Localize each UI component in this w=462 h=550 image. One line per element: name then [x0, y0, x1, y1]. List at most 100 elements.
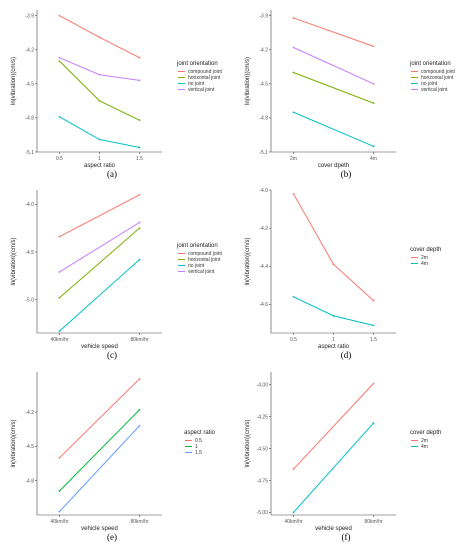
chart-panel: -4.00 -4.25 -4.50 -4.75 -5.00 40km/hr 80km/hr v… [245, 372, 441, 542]
series-line [59, 116, 140, 148]
data-point [292, 111, 295, 114]
legend-title: cover depth [410, 247, 441, 253]
x-tick-label: 4m [370, 156, 377, 162]
legend-title: aspect ratio [184, 430, 216, 436]
data-point [372, 102, 375, 105]
x-tick-label: 0.5 [56, 156, 63, 162]
data-point [98, 73, 101, 76]
data-point [58, 14, 61, 17]
data-point [372, 324, 375, 327]
series-line [59, 259, 140, 332]
legend-item-label: horizontal joint [188, 75, 221, 81]
data-point [58, 60, 61, 63]
y-tick-label: -5.1 [259, 150, 268, 156]
data-point [138, 377, 141, 380]
y-tick-label: -4.8 [25, 116, 34, 122]
chart-panel: -3.9 -4.2 -4.5 -4.8 -5.1 0.5 1 1.5 aspect ratio l… [11, 10, 223, 179]
x-tick-label: 2m [290, 156, 297, 162]
data-point [98, 99, 101, 102]
x-tick-label: 1 [332, 337, 335, 343]
legend-item-label: horizontal joint [188, 257, 221, 263]
data-point [332, 314, 335, 317]
data-point [138, 227, 141, 230]
y-tick-label: -4.50 [257, 446, 269, 452]
legend-item-label: 4m [421, 261, 428, 267]
legend-title: joint orientation [409, 61, 451, 67]
y-tick-label: -4.8 [25, 478, 34, 484]
data-point [292, 17, 295, 19]
data-point [138, 258, 141, 261]
legend-item-label: no joint [421, 81, 438, 87]
data-point [58, 296, 61, 299]
y-tick-label: -4.5 [259, 82, 268, 88]
series-line [59, 409, 140, 492]
panel-label: (a) [107, 169, 117, 179]
series-line [293, 72, 374, 104]
data-point [138, 146, 141, 149]
x-axis-label: vehicle speed [81, 526, 118, 532]
y-tick-label: -4.75 [257, 478, 269, 484]
y-tick-label: -5.00 [257, 510, 269, 516]
series-line [59, 221, 140, 273]
chart-panel: -4.2 -4.5 -4.8 40km/hr 80km/hr vehicle speed l… [11, 372, 216, 542]
series-line [293, 383, 374, 470]
x-tick-label: 80km/hr [130, 519, 148, 525]
series-line [293, 422, 374, 513]
y-tick-label: -4.0 [25, 202, 34, 208]
x-tick-label: 1.5 [136, 156, 143, 162]
y-tick-label: -4.6 [259, 302, 268, 308]
data-point [138, 408, 141, 411]
legend-item-label: vertical joint [188, 269, 215, 275]
data-point [58, 330, 61, 332]
x-tick-label: 80km/hr [130, 337, 148, 343]
data-point [58, 56, 61, 59]
data-point [292, 468, 295, 470]
legend-item-label: 4m [421, 444, 428, 450]
series-line [59, 227, 140, 299]
panel-label: (c) [107, 350, 117, 360]
data-point [372, 145, 375, 148]
data-point [58, 490, 61, 492]
panel-label: (e) [107, 532, 117, 542]
series-line [59, 378, 140, 459]
data-point [292, 71, 295, 74]
x-tick-label: 40km/hr [284, 519, 302, 525]
y-tick-label: -3.9 [259, 13, 268, 19]
data-point [292, 46, 295, 49]
y-tick-label: -4.00 [257, 383, 269, 389]
chart-panel: -3.9 -4.2 -4.5 -4.8 -5.1 2m 4m cover dpeth ln(vi… [245, 10, 456, 179]
data-point [58, 235, 61, 238]
y-axis-label: ln(vibration)(cm/s) [11, 419, 17, 467]
x-tick-label: 0.5 [290, 337, 297, 343]
data-point [58, 271, 61, 273]
series-line [293, 47, 374, 85]
y-tick-label: -5.1 [25, 150, 34, 156]
data-point [138, 56, 141, 59]
y-tick-label: -4.2 [259, 48, 268, 54]
data-point [138, 424, 141, 427]
y-tick-label: -3.9 [25, 13, 34, 19]
series-line [293, 17, 374, 47]
legend-item-label: 1 [195, 444, 198, 450]
legend-title: cover depth [410, 430, 441, 436]
y-tick-label: -4.5 [25, 444, 34, 450]
y-tick-label: -4.0 [259, 188, 268, 194]
data-point [138, 79, 141, 82]
data-point [138, 193, 141, 196]
data-point [372, 422, 375, 424]
y-axis-label: ln(vibration)(cm/s) [11, 57, 17, 105]
x-tick-label: 1 [98, 156, 101, 162]
y-tick-label: -4.2 [25, 48, 34, 54]
legend-item-label: compound joint [421, 69, 456, 75]
series-line [59, 60, 140, 121]
y-axis-label: ln(vibration)(cm/s) [245, 419, 251, 467]
panel-label: (b) [341, 169, 352, 179]
legend-title: joint orientation [176, 243, 218, 249]
data-point [98, 138, 101, 141]
legend-item-label: horizontal joint [421, 75, 454, 81]
y-tick-label: -4.5 [25, 250, 34, 256]
x-axis-label: aspect ratio [318, 344, 350, 350]
legend-item-label: 2m [421, 438, 428, 444]
y-tick-label: -5.0 [25, 297, 34, 303]
